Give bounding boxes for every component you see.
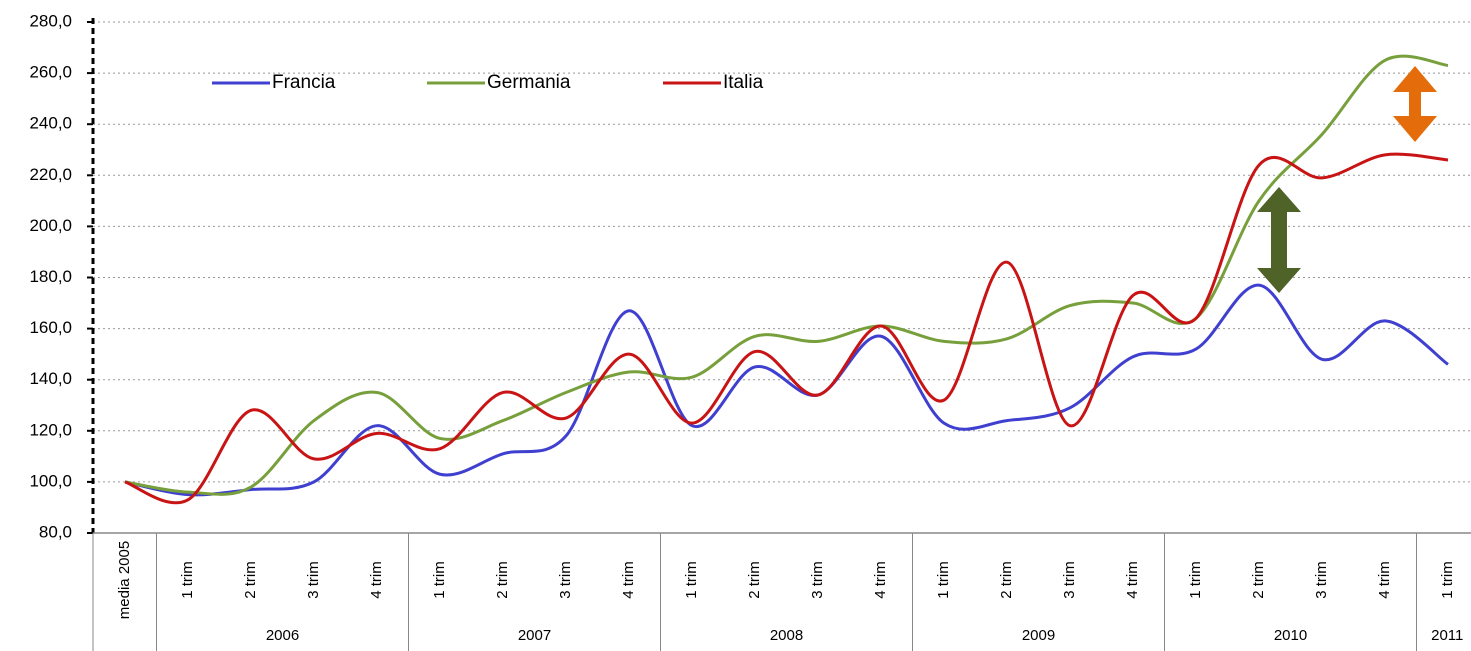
x-tick-label: 1 trim <box>683 561 700 599</box>
series-line <box>124 54 1449 496</box>
x-group-label: 2009 <box>1022 627 1055 644</box>
x-tick-label: 1 trim <box>179 561 196 599</box>
x-tick-label: 2 trim <box>494 561 511 599</box>
arrows <box>1257 66 1437 293</box>
x-tick-label: 2 trim <box>746 561 763 599</box>
legend-label: Germania <box>487 72 571 93</box>
series-line <box>124 152 1449 505</box>
x-tick-label: 1 trim <box>1187 561 1204 599</box>
x-tick-label: 2 trim <box>1250 561 1267 599</box>
y-tick-label: 240,0 <box>29 114 72 133</box>
x-group-label: 2010 <box>1274 627 1307 644</box>
x-tick-label: 3 trim <box>557 561 574 599</box>
x-tick-label: 3 trim <box>809 561 826 599</box>
x-tick-label: 1 trim <box>1439 561 1456 599</box>
x-tick-label: 4 trim <box>368 561 385 599</box>
x-group-label: 2006 <box>266 627 299 644</box>
y-tick-label: 160,0 <box>29 318 72 337</box>
x-tick-label: media 2005 <box>116 541 133 619</box>
y-tick-label: 260,0 <box>29 63 72 82</box>
x-tick-label: 1 trim <box>935 561 952 599</box>
x-tick-label: 3 trim <box>1313 561 1330 599</box>
x-tick-label: 4 trim <box>1124 561 1141 599</box>
x-group-label: 2007 <box>518 627 551 644</box>
orange-arrow <box>1393 66 1437 142</box>
x-tick-label: 2 trim <box>998 561 1015 599</box>
x-tick-label: 4 trim <box>1376 561 1393 599</box>
y-tick-label: 80,0 <box>39 522 72 541</box>
green-arrow <box>1257 187 1301 293</box>
x-tick-label: 4 trim <box>872 561 889 599</box>
legend-label: Francia <box>272 72 336 93</box>
y-tick-label: 180,0 <box>29 267 72 286</box>
y-tick-label: 100,0 <box>29 471 72 490</box>
y-tick-label: 140,0 <box>29 369 72 388</box>
x-group-label: 2008 <box>770 627 803 644</box>
x-tick-label: 3 trim <box>305 561 322 599</box>
x-tick-label: 4 trim <box>620 561 637 599</box>
y-tick-label: 220,0 <box>29 165 72 184</box>
y-tick-label: 280,0 <box>29 11 72 30</box>
x-tick-label: 2 trim <box>242 561 259 599</box>
legend-label: Italia <box>723 72 764 93</box>
y-tick-label: 200,0 <box>29 216 72 235</box>
x-tick-label: 1 trim <box>431 561 448 599</box>
x-tick-label: 3 trim <box>1061 561 1078 599</box>
x-group-label: 2011 <box>1431 627 1463 644</box>
y-tick-label: 120,0 <box>29 420 72 439</box>
series-line <box>124 283 1449 497</box>
